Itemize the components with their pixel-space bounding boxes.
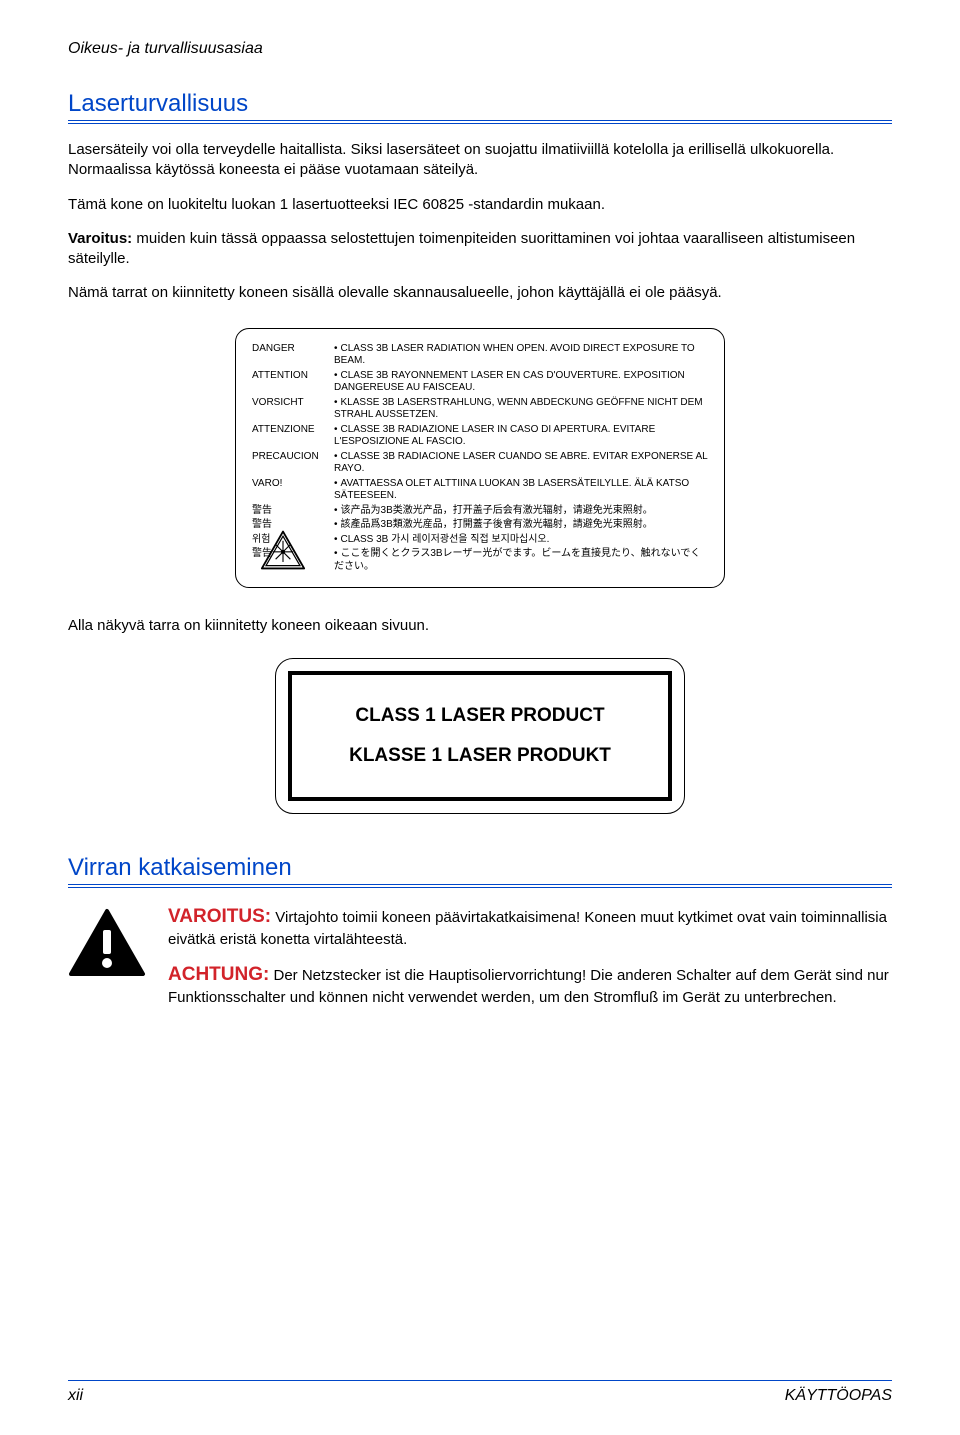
- danger-label-row: VARO!•AVATTAESSA OLET ALTTIINA LUOKAN 3B…: [252, 478, 708, 503]
- paragraph-warning: Varoitus: muiden kuin tässä oppaassa sel…: [68, 229, 892, 270]
- paragraph: Alla näkyvä tarra on kiinnitetty koneen …: [68, 616, 892, 636]
- class1-inner-box: CLASS 1 LASER PRODUCT KLASSE 1 LASER PRO…: [288, 671, 672, 801]
- laser-warning-icon: [260, 529, 306, 571]
- danger-label-row: PRECAUCION•CLASSE 3B RADIACIONE LASER CU…: [252, 451, 708, 476]
- warning-rest: Der Netzstecker ist die Hauptisoliervorr…: [168, 967, 889, 1006]
- class1-line: KLASSE 1 LASER PRODUKT: [302, 745, 658, 767]
- section-heading-power: Virran katkaiseminen: [68, 854, 892, 882]
- warning-icon-column: [68, 904, 148, 1020]
- danger-label-row: 警告•该产品为3B类激光产品，打开盖子后会有激光辐射，请避免光束照射。: [252, 505, 708, 518]
- danger-label-key: DANGER: [252, 343, 334, 368]
- danger-label-key: VARO!: [252, 478, 334, 503]
- class1-line: CLASS 1 LASER PRODUCT: [302, 705, 658, 727]
- danger-label-text: •CLASS 3B LASER RADIATION WHEN OPEN. AVO…: [334, 343, 708, 368]
- warning-rest: Virtajohto toimii koneen päävirtakatkais…: [168, 909, 887, 948]
- danger-label-row: ATTENTION•CLASE 3B RAYONNEMENT LASER EN …: [252, 370, 708, 395]
- danger-label-text: •CLASSE 3B RADIAZIONE LASER IN CASO DI A…: [334, 424, 708, 449]
- warning-text-column: VAROITUS: Virtajohto toimii koneen päävi…: [168, 904, 892, 1020]
- danger-label-row: 警告•ここを開くとクラス3Bレーザー光がでます。ビームを直接見たり、触れないでく…: [252, 548, 708, 573]
- page-footer: xii KÄYTTÖOPAS: [68, 1380, 892, 1405]
- danger-label-text: •KLASSE 3B LASERSTRAHLUNG, WENN ABDECKUN…: [334, 397, 708, 422]
- danger-label-text: •該產品爲3B類激光産品，打開蓋子後會有激光輻射，請避免光束照射。: [334, 519, 708, 532]
- danger-label-text: •ここを開くとクラス3Bレーザー光がでます。ビームを直接見たり、触れないでくださ…: [334, 548, 708, 573]
- page-number: xii: [68, 1387, 83, 1405]
- heading-rule: [68, 884, 892, 888]
- danger-label-text: •CLASSE 3B RADIACIONE LASER CUANDO SE AB…: [334, 451, 708, 476]
- danger-label-text: •CLASS 3B 가시 레이저광선을 직접 보지마십시오.: [334, 534, 708, 547]
- inline-bold: Varoitus:: [68, 230, 132, 247]
- danger-label-key: PRECAUCION: [252, 451, 334, 476]
- exclamation-triangle-icon: [68, 908, 146, 978]
- danger-label-row: ATTENZIONE•CLASSE 3B RADIAZIONE LASER IN…: [252, 424, 708, 449]
- paragraph: Lasersäteily voi olla terveydelle haital…: [68, 140, 892, 181]
- class1-label-figure: CLASS 1 LASER PRODUCT KLASSE 1 LASER PRO…: [275, 658, 685, 814]
- inline-text: muiden kuin tässä oppaassa selostettujen…: [68, 230, 855, 267]
- warning-block: VAROITUS: Virtajohto toimii koneen päävi…: [68, 904, 892, 1020]
- danger-label-row: 警告•該產品爲3B類激光産品，打開蓋子後會有激光輻射，請避免光束照射。: [252, 519, 708, 532]
- paragraph: Nämä tarrat on kiinnitetty koneen sisäll…: [68, 283, 892, 303]
- section-heading-laser: Laserturvallisuus: [68, 90, 892, 118]
- danger-label-row: 위험•CLASS 3B 가시 레이저광선을 직접 보지마십시오.: [252, 534, 708, 547]
- danger-label-key: ATTENZIONE: [252, 424, 334, 449]
- danger-label-key: 警告: [252, 505, 334, 518]
- warning-paragraph: VAROITUS: Virtajohto toimii koneen päävi…: [168, 904, 892, 950]
- heading-rule: [68, 120, 892, 124]
- doc-title: KÄYTTÖOPAS: [785, 1387, 892, 1405]
- warning-lead: ACHTUNG:: [168, 964, 269, 985]
- danger-label-key: VORSICHT: [252, 397, 334, 422]
- danger-label-key: ATTENTION: [252, 370, 334, 395]
- paragraph: Tämä kone on luokiteltu luokan 1 lasertu…: [68, 195, 892, 215]
- warning-paragraph: ACHTUNG: Der Netzstecker ist die Hauptis…: [168, 962, 892, 1008]
- danger-label-row: DANGER•CLASS 3B LASER RADIATION WHEN OPE…: [252, 343, 708, 368]
- running-header: Oikeus- ja turvallisuusasiaa: [68, 40, 892, 58]
- danger-label-text: •该产品为3B类激光产品，打开盖子后会有激光辐射，请避免光束照射。: [334, 505, 708, 518]
- danger-label-row: VORSICHT•KLASSE 3B LASERSTRAHLUNG, WENN …: [252, 397, 708, 422]
- warning-lead: VAROITUS:: [168, 906, 271, 927]
- danger-label-text: •CLASE 3B RAYONNEMENT LASER EN CAS D'OUV…: [334, 370, 708, 395]
- danger-label-text: •AVATTAESSA OLET ALTTIINA LUOKAN 3B LASE…: [334, 478, 708, 503]
- danger-label-figure: DANGER•CLASS 3B LASER RADIATION WHEN OPE…: [235, 328, 725, 589]
